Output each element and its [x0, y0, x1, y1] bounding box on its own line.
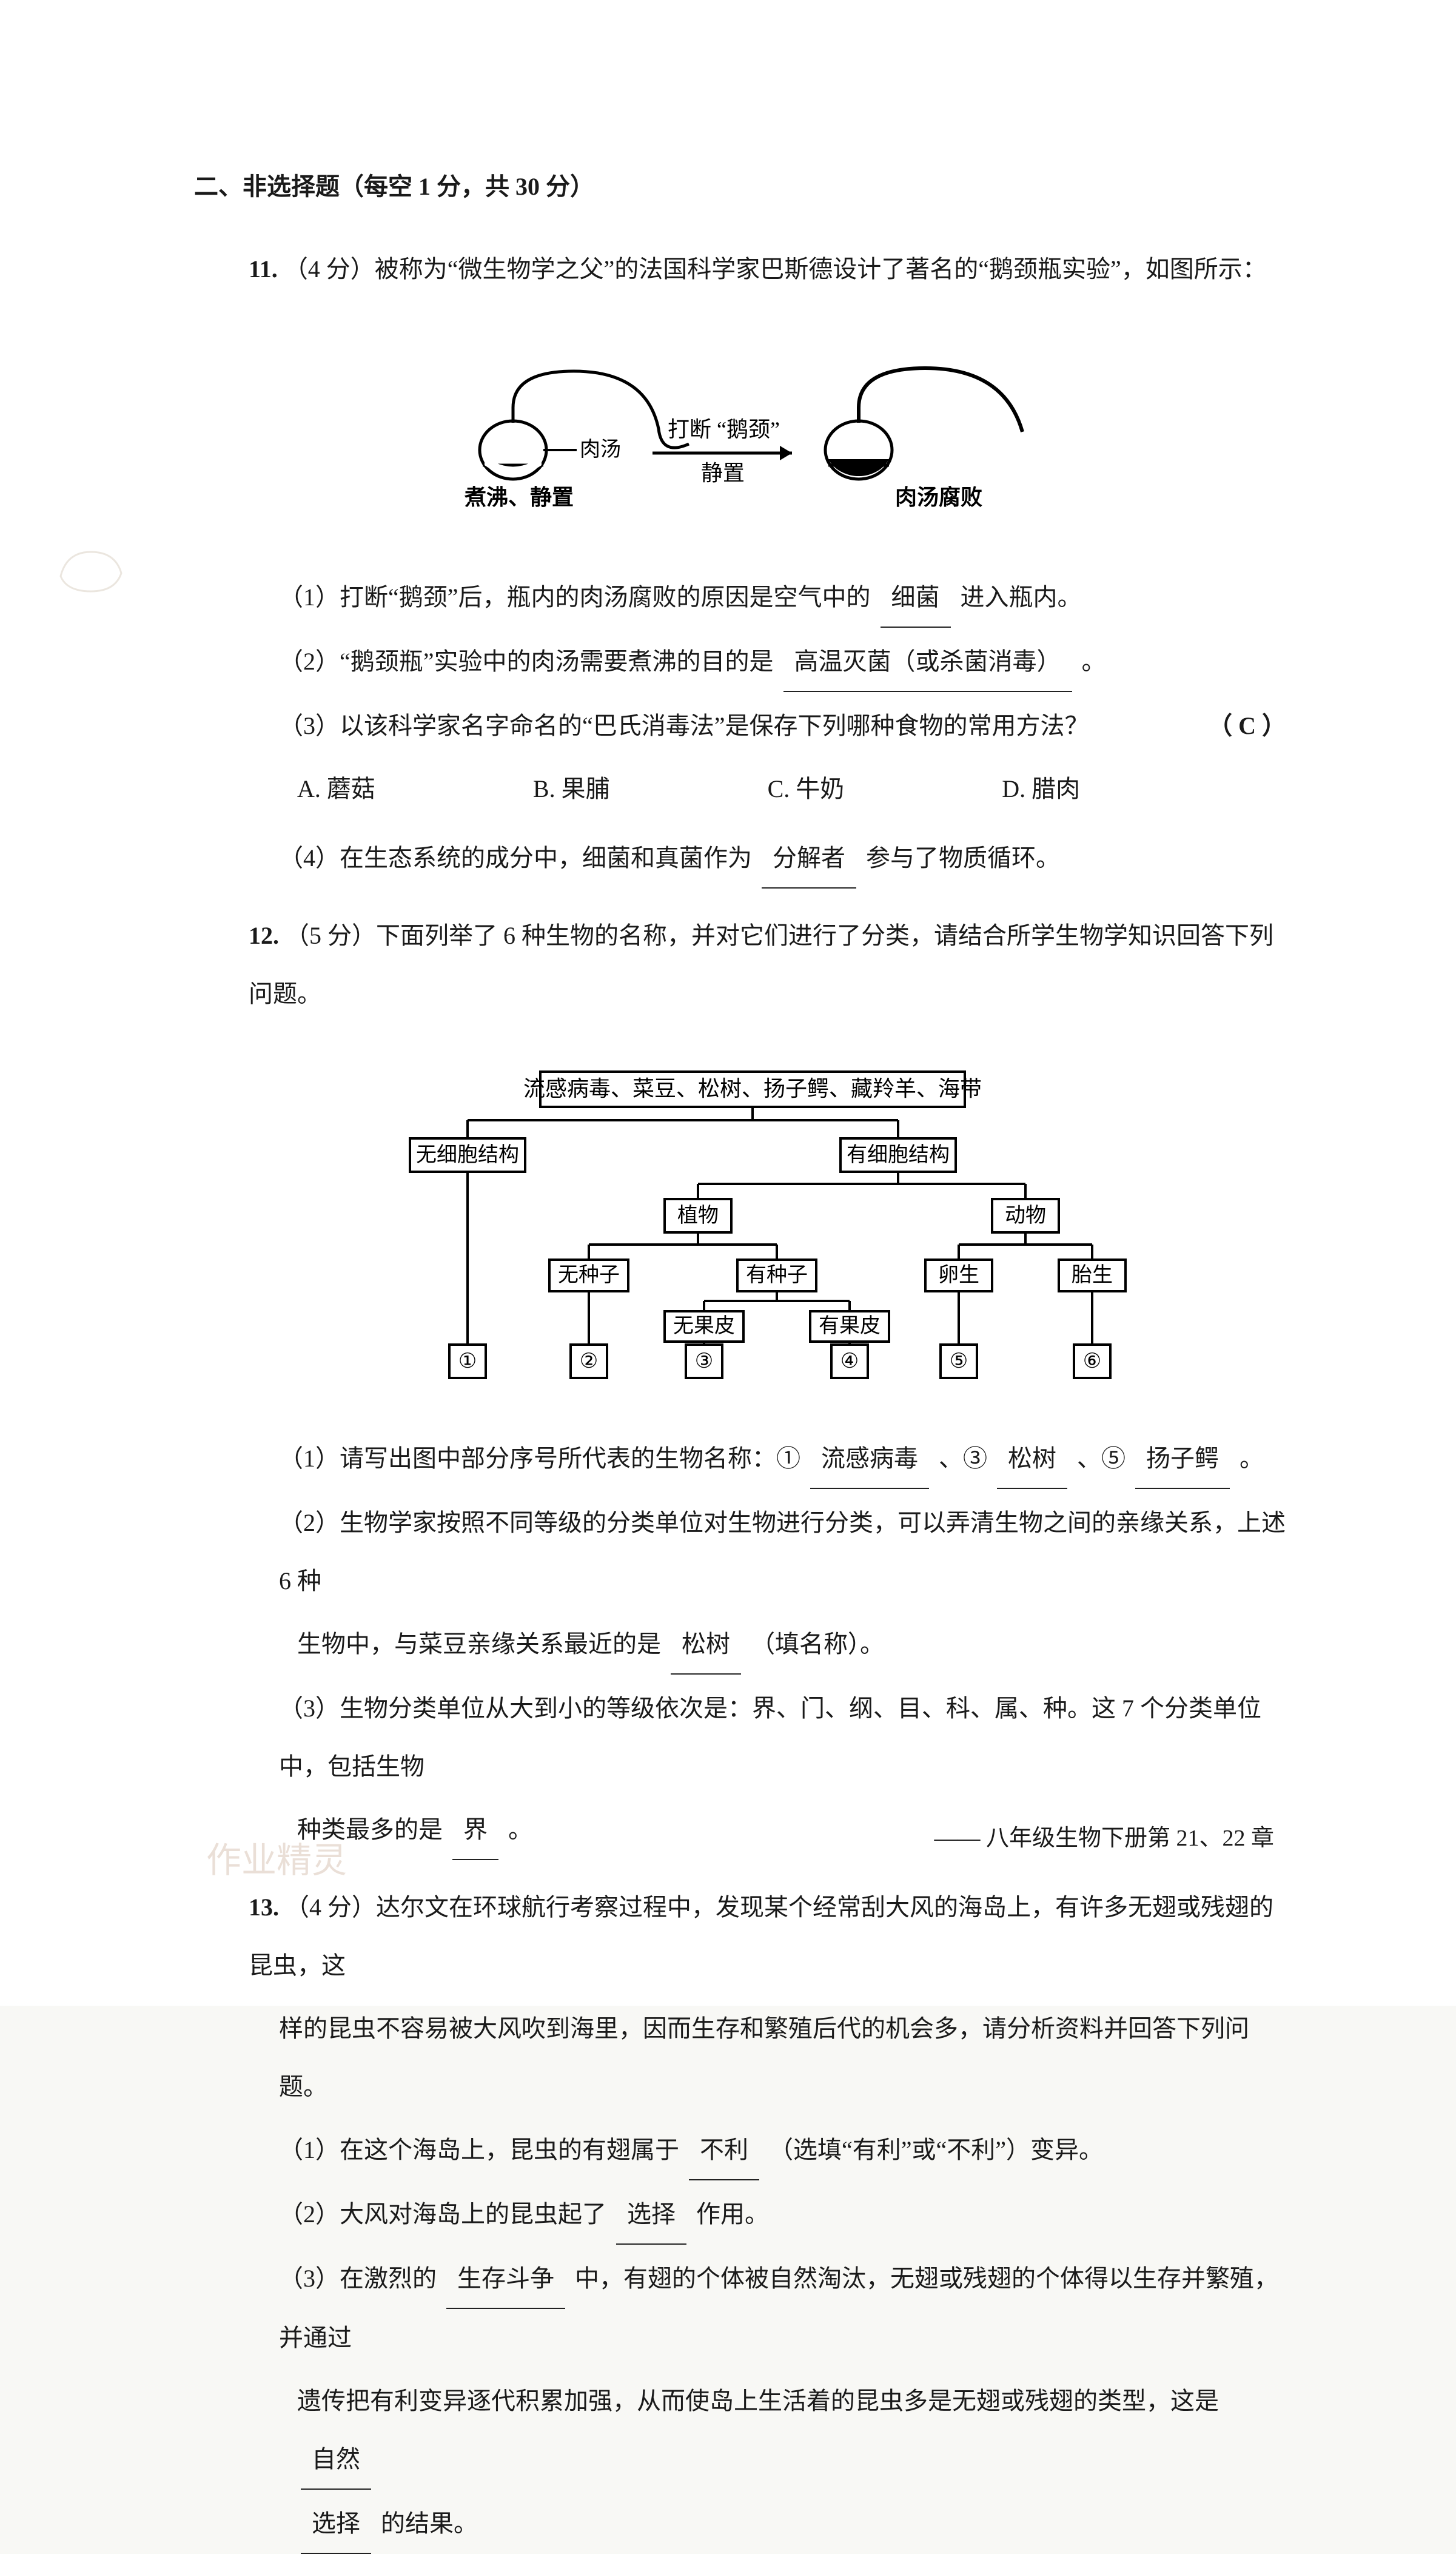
q11-p3-answer: （ C ）: [1208, 697, 1286, 755]
q11-number: 11.: [249, 255, 278, 283]
q12-tree: 流感病毒、菜豆、松树、扬子鳄、藏羚羊、海带 无细胞结构 有细胞结构 ①: [194, 1066, 1286, 1393]
tree-leaf5: ⑤: [949, 1350, 967, 1373]
q11-p3: （3）以该科学家名字命名的“巴氏消毒法”是保存下列哪种食物的常用方法？: [279, 712, 1089, 739]
q11-stem: 被称为“微生物学之父”的法国科学家巴斯德设计了著名的“鹅颈瓶实验”，如图所示：: [375, 255, 1267, 283]
q11-points: （4 分）: [284, 255, 375, 283]
q12-points: （5 分）: [285, 922, 376, 949]
question-12: 12. （5 分）下面列举了 6 种生物的名称，并对它们进行了分类，请结合所学生…: [194, 907, 1286, 1860]
worksheet-page: 二、非选择题（每空 1 分，共 30 分） 11. （4 分）被称为“微生物学之…: [0, 0, 1456, 2006]
stamp-decoration: [55, 540, 127, 597]
tree-root: 流感病毒、菜豆、松树、扬子鳄、藏羚羊、海带: [523, 1077, 981, 1101]
q11-p2-blank: 高温灭菌（或杀菌消毒）: [783, 633, 1072, 692]
q13-p2-b: 作用。: [696, 2200, 769, 2228]
q13-p1-a: （1）在这个海岛上，昆虫的有翅属于: [279, 2136, 679, 2163]
q12-p2-a: （2）生物学家按照不同等级的分类单位对生物进行分类，可以弄清生物之间的亲缘关系，…: [279, 1509, 1286, 1595]
q13-p1-blank: 不利: [689, 2121, 759, 2180]
q12-p1-c: 、③: [939, 1445, 987, 1472]
q13-p2-a: （2）大风对海岛上的昆虫起了: [279, 2200, 606, 2228]
fig-left-label: 肉汤: [580, 439, 621, 461]
q11-p4-blank: 分解者: [762, 829, 856, 889]
q12-p3-c: 。: [508, 1816, 532, 1843]
q13-p3-c: 遗传把有利变异逐代积累加强，从而使岛上生活着的昆虫多是无翅或残翅的类型，这是: [297, 2387, 1219, 2415]
tree-leaf2: ②: [579, 1350, 597, 1373]
fig-arrow-top: 打断 “鹅颈”: [668, 417, 780, 442]
tree-l3c: 卵生: [938, 1263, 979, 1286]
section-header: 二、非选择题（每空 1 分，共 30 分）: [194, 158, 1286, 216]
q11-p1-blank: 细菌: [881, 568, 951, 628]
fig-left-caption: 煮沸、静置: [464, 485, 574, 509]
q11-p4-b: 参与了物质循环。: [866, 844, 1060, 872]
tree-l3d: 胎生: [1072, 1263, 1113, 1286]
tree-leaf6: ⑥: [1082, 1350, 1101, 1373]
q11-p4-a: （4）在生态系统的成分中，细菌和真菌作为: [279, 844, 752, 872]
q11-p1-b: 进入瓶内。: [961, 583, 1082, 611]
tree-l4b: 有果皮: [819, 1314, 881, 1337]
q13-p3-blank2: 自然: [301, 2430, 371, 2490]
question-13: 13. （4 分）达尔文在环球航行考察过程中，发现某个经常刮大风的海岛上，有许多…: [194, 1878, 1286, 2554]
tree-l1a: 无细胞结构: [416, 1143, 519, 1166]
tree-l2b: 动物: [1005, 1204, 1046, 1227]
choice-a: A. 蘑菇: [297, 760, 375, 818]
q12-p2-b: 生物中，与菜豆亲缘关系最近的是: [297, 1630, 661, 1658]
q13-p3-d: 选择: [301, 2495, 371, 2554]
q12-p3-a: （3）生物分类单位从大到小的等级依次是：界、门、纲、目、科、属、种。这 7 个分…: [279, 1695, 1261, 1780]
page-footer: —— 八年级生物下册第 21、22 章: [934, 1811, 1274, 1866]
fig-arrow-bottom: 静置: [701, 461, 745, 485]
q13-p1-b: （选填“有利”或“不利”）变异。: [769, 2136, 1103, 2163]
tree-l3b: 有种子: [746, 1263, 808, 1286]
choice-c: C. 牛奶: [768, 760, 845, 818]
q11-figure: 肉汤 煮沸、静置 打断 “鹅颈” 静置 肉汤腐败: [194, 335, 1286, 538]
watermark: 作业精灵: [206, 1818, 347, 1903]
q12-p2-c: （填名称）。: [751, 1630, 884, 1658]
q13-p2-blank: 选择: [616, 2185, 686, 2245]
tree-leaf1: ①: [458, 1350, 476, 1373]
q13-p3-blank1: 生存斗争: [446, 2250, 565, 2309]
q11-choices: A. 蘑菇 B. 果脯 C. 牛奶 D. 腊肉: [194, 760, 1286, 818]
q12-number: 12.: [249, 922, 279, 949]
q13-stem-b: 样的昆虫不容易被大风吹到海里，因而生存和繁殖后代的机会多，请分析资料并回答下列问…: [279, 2015, 1249, 2100]
tree-l3a: 无种子: [558, 1264, 620, 1286]
tree-l4a: 无果皮: [673, 1314, 735, 1337]
q12-stem: 下面列举了 6 种生物的名称，并对它们进行了分类，请结合所学生物学知识回答下列问…: [249, 922, 1273, 1007]
tree-l1b: 有细胞结构: [847, 1143, 950, 1166]
q12-p3-blank: 界: [452, 1801, 498, 1860]
q12-p2-blank: 松树: [671, 1615, 741, 1675]
q12-p1-a: （1）请写出图中部分序号所代表的生物名称：①: [279, 1445, 800, 1472]
choice-d: D. 腊肉: [1002, 760, 1080, 818]
tree-l2a: 植物: [677, 1204, 719, 1227]
q12-p1-b2: 松树: [997, 1430, 1067, 1489]
q13-p3-a: （3）在激烈的: [279, 2265, 437, 2292]
q12-p1-b1: 流感病毒: [810, 1430, 929, 1489]
q11-p2-b: 。: [1082, 648, 1106, 675]
tree-leaf4: ④: [840, 1350, 858, 1373]
q12-p1-b3: 扬子鳄: [1135, 1430, 1230, 1489]
q11-p1-a: （1）打断“鹅颈”后，瓶内的肉汤腐败的原因是空气中的: [279, 583, 871, 611]
q13-stem-a: 达尔文在环球航行考察过程中，发现某个经常刮大风的海岛上，有许多无翅或残翅的昆虫，…: [249, 1894, 1273, 1979]
q11-p2-a: （2）“鹅颈瓶”实验中的肉汤需要煮沸的目的是: [279, 648, 774, 675]
q12-p1-e: 。: [1240, 1445, 1264, 1472]
tree-leaf3: ③: [694, 1350, 713, 1373]
choice-b: B. 果脯: [533, 760, 610, 818]
q12-p1-d: 、⑤: [1077, 1445, 1126, 1472]
fig-right-caption: 肉汤腐败: [895, 485, 982, 509]
question-11: 11. （4 分）被称为“微生物学之父”的法国科学家巴斯德设计了著名的“鹅颈瓶实…: [194, 240, 1286, 889]
q13-p3-e: 的结果。: [381, 2510, 478, 2537]
